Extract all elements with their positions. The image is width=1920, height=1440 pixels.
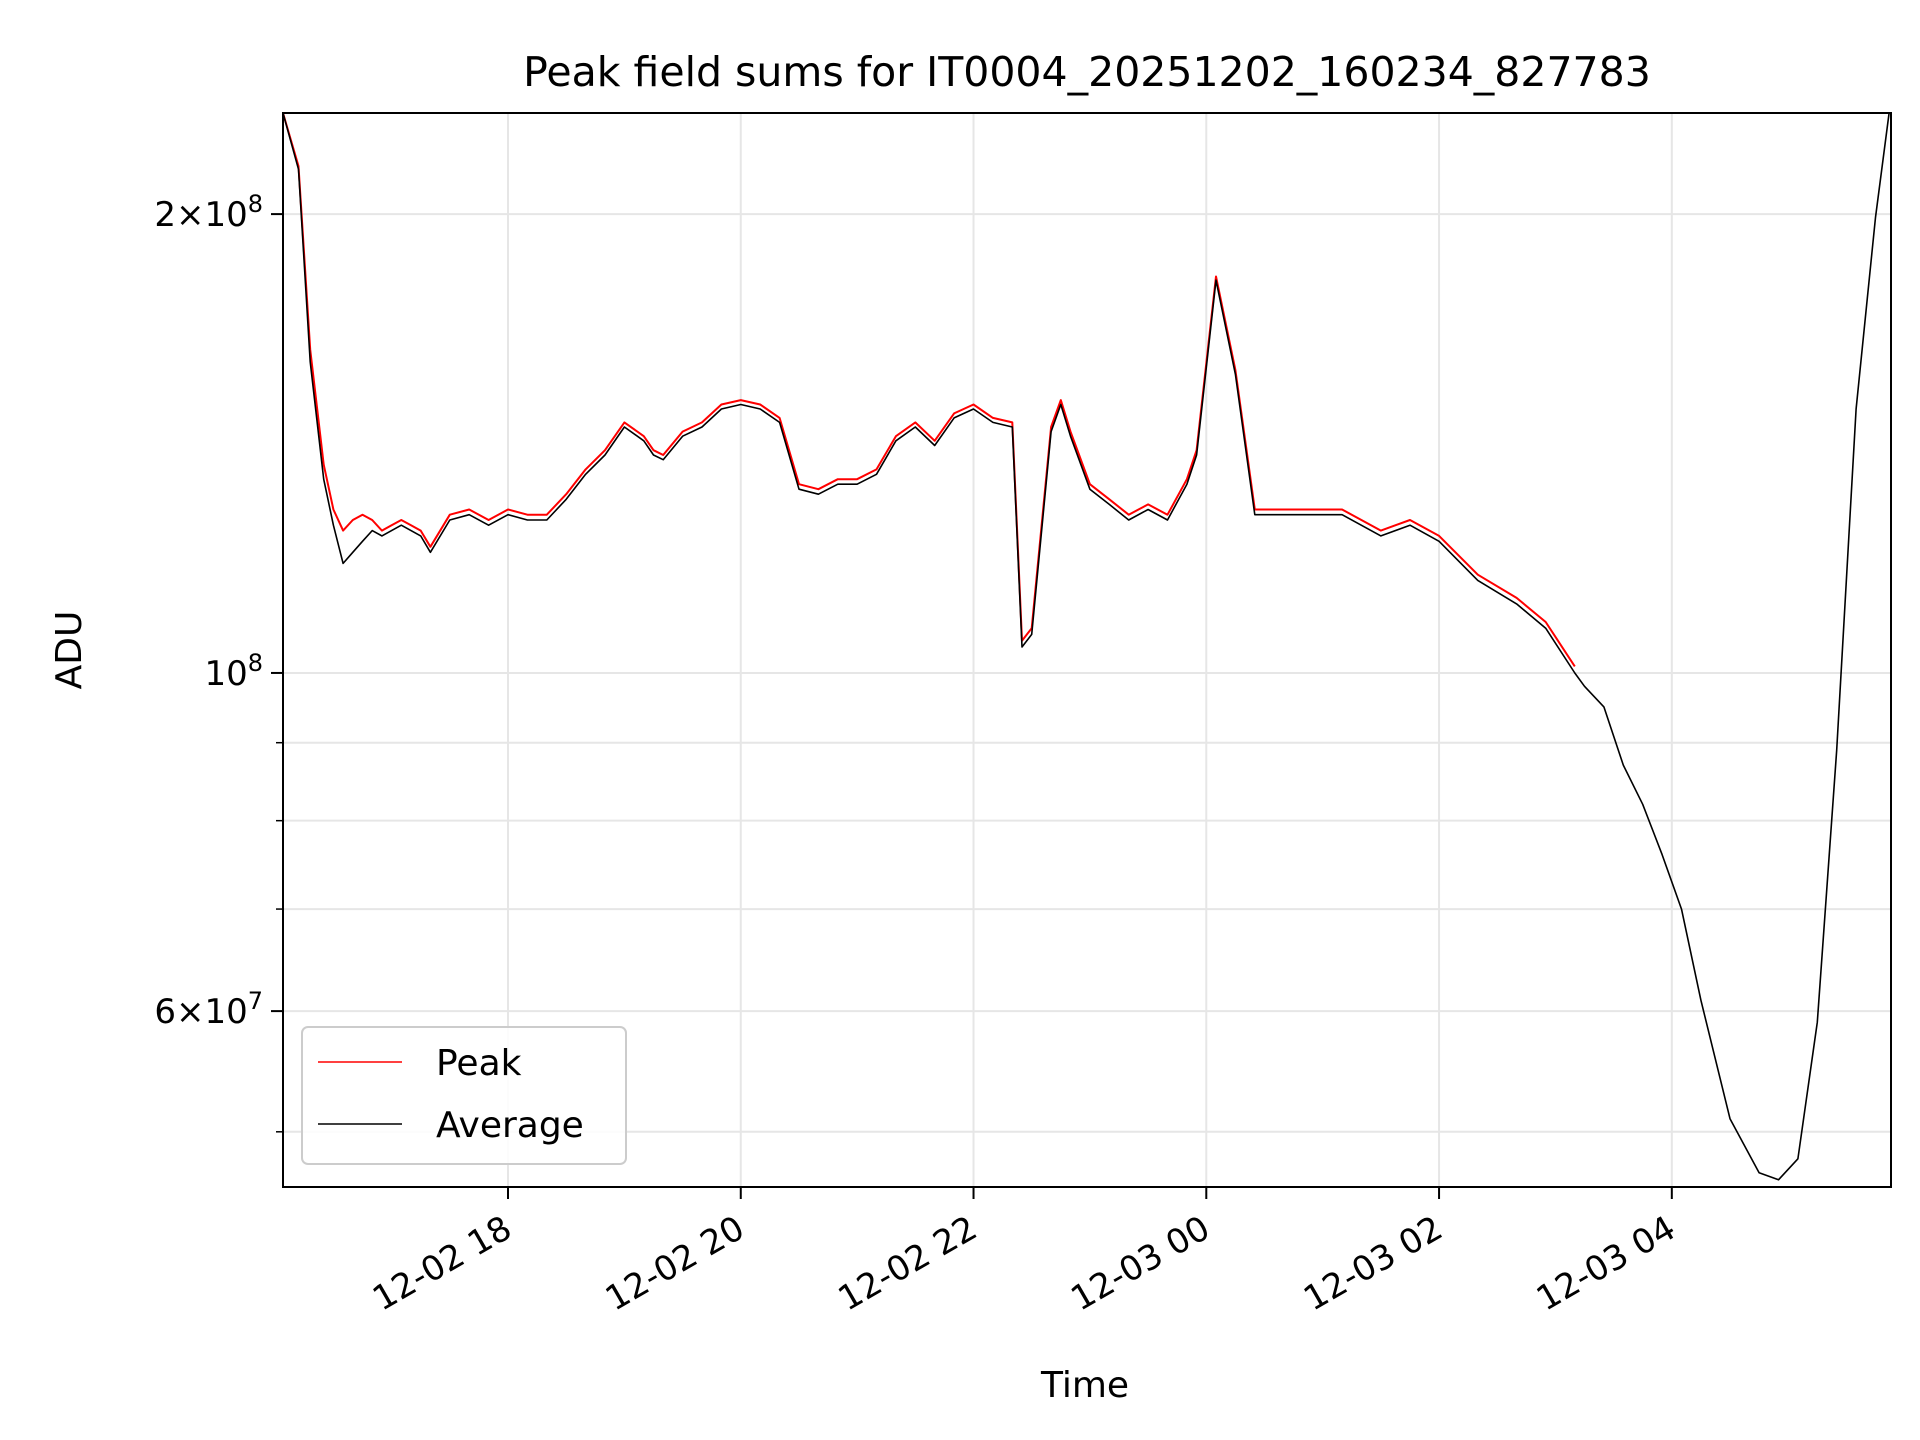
plot-frame [282, 112, 1892, 1188]
grid [283, 113, 1891, 1187]
y-axis-label: ADU [49, 611, 90, 690]
series-group [283, 113, 1890, 1181]
plot-area [283, 113, 1891, 1187]
series-line-average [283, 113, 1890, 1181]
y-tick-label: 6×107 [154, 987, 263, 1032]
legend: Peak Average [301, 1026, 627, 1165]
legend-label-average: Average [436, 1105, 584, 1146]
chart-title: Peak field sums for IT0004_20251202_1602… [523, 48, 1651, 96]
y-tick-label: 2×108 [154, 190, 263, 235]
y-tick-label: 108 [204, 649, 263, 694]
x-axis-label: Time [1040, 1365, 1129, 1406]
y-axis: 2×108 108 6×107 [154, 190, 283, 1133]
legend-label-peak: Peak [436, 1043, 522, 1084]
